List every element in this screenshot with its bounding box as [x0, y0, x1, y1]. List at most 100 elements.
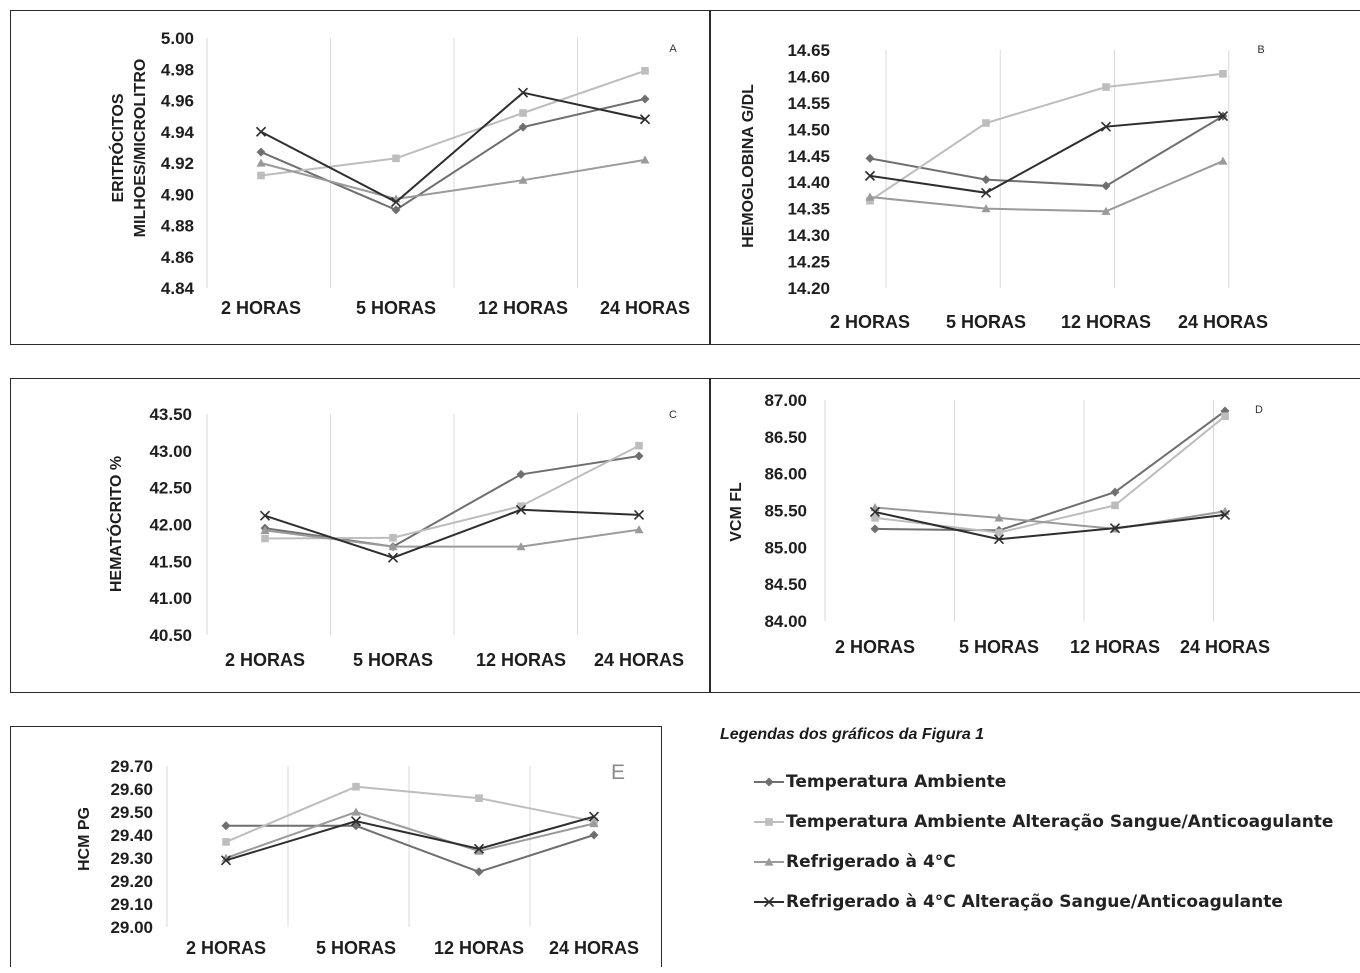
legend-swatch-x-icon — [754, 896, 784, 908]
legend-swatch-triangle-icon — [754, 857, 784, 866]
x-tick-label: 5 HORAS — [353, 650, 433, 670]
legend-swatch-marker — [764, 777, 774, 787]
series-line — [260, 91, 646, 204]
x-tick-label: 5 HORAS — [356, 298, 436, 318]
y-tick-label: 86.50 — [764, 428, 807, 447]
series-line — [260, 158, 646, 200]
data-point — [1219, 509, 1231, 520]
y-axis-label: VCM FL — [728, 482, 745, 542]
y-tick-label: 29.10 — [110, 895, 153, 914]
y-axis-label: HCM PG — [76, 807, 93, 871]
panel-letter-label: A — [669, 43, 677, 55]
y-tick-label: 14.40 — [787, 173, 830, 192]
data-point — [993, 534, 1005, 545]
data-point — [517, 502, 525, 510]
data-point — [390, 196, 402, 208]
series-line — [869, 160, 1224, 213]
data-point — [1100, 121, 1112, 132]
y-tick-label: 87.00 — [764, 391, 807, 410]
y-tick-label: 85.50 — [764, 502, 807, 521]
series-2 — [257, 67, 649, 180]
data-point — [351, 807, 361, 816]
data-point — [516, 469, 526, 479]
data-point — [474, 867, 484, 877]
series-4 — [255, 87, 651, 208]
x-tick-label: 12 HORAS — [1061, 312, 1151, 332]
chart-b-svg: 14.20 14.25 14.30 14.35 14.40 14.45 14.50 14.55… — [740, 41, 1268, 332]
y-tick-label: 4.88 — [161, 217, 194, 236]
y-tick-label: 4.94 — [161, 123, 195, 142]
data-point — [389, 533, 397, 542]
data-point — [640, 155, 650, 164]
y-axis-label: MILHOES/MICROLITRO — [132, 59, 149, 238]
data-point — [588, 811, 600, 822]
x-tick-label: 2 HORAS — [225, 650, 305, 670]
data-point — [871, 514, 879, 522]
series-3 — [221, 807, 599, 862]
series-3 — [865, 156, 1228, 215]
data-point — [351, 821, 361, 831]
data-point — [634, 451, 644, 461]
x-tick-label: 5 HORAS — [316, 938, 396, 958]
series-1 — [865, 111, 1228, 191]
chart-panel-e: 29.00 29.10 29.20 29.30 29.40 29.50 29.60 29.70… — [10, 726, 662, 967]
data-point — [260, 525, 270, 534]
data-point — [866, 196, 874, 205]
panel-letter-label: C — [669, 409, 677, 421]
y-tick-label: 43.00 — [149, 442, 192, 461]
data-point — [1101, 181, 1111, 191]
data-point — [221, 821, 231, 831]
y-tick-label: 29.70 — [110, 757, 153, 776]
series-4 — [259, 504, 645, 563]
series-line — [869, 115, 1224, 194]
data-point — [519, 109, 527, 117]
y-tick-label: 85.00 — [764, 538, 807, 557]
series-line — [264, 455, 640, 548]
x-tick-label: 12 HORAS — [476, 650, 566, 670]
series-line — [874, 415, 1226, 534]
series-line — [260, 97, 646, 212]
series-line — [225, 810, 595, 859]
chart-panel-b: 14.20 14.25 14.30 14.35 14.40 14.45 14.50 14.55… — [710, 10, 1360, 345]
y-tick-label: 14.30 — [787, 226, 830, 245]
data-point — [516, 542, 526, 551]
data-point — [256, 158, 266, 167]
series-3 — [260, 525, 644, 551]
y-tick-label: 84.00 — [764, 612, 807, 631]
series-line — [874, 410, 1226, 532]
data-point — [994, 513, 1004, 522]
y-tick-label: 4.86 — [161, 248, 194, 267]
legend-item-temperatura-ambiente-alteracao: Temperatura Ambiente Alteração Sangue/An… — [752, 802, 1352, 842]
data-point — [982, 119, 990, 127]
series-4 — [864, 111, 1229, 198]
y-tick-label: 14.25 — [787, 253, 830, 272]
y-tick-label: 29.20 — [110, 872, 153, 891]
series-line — [869, 115, 1224, 187]
data-point — [517, 87, 529, 98]
data-point — [473, 843, 485, 854]
legend-item-label: Temperatura Ambiente — [786, 772, 1007, 792]
series-2 — [871, 412, 1229, 537]
panel-letter-label: E — [611, 761, 625, 784]
chart-e-svg: 29.00 29.10 29.20 29.30 29.40 29.50 29.60 29.70… — [76, 757, 639, 958]
x-tick-label: 24 HORAS — [1180, 637, 1270, 657]
series-line — [264, 444, 640, 540]
data-point — [474, 846, 484, 855]
data-point — [980, 187, 992, 198]
series-1 — [256, 94, 650, 215]
x-tick-label: 2 HORAS — [221, 298, 301, 318]
y-tick-label: 41.00 — [149, 589, 192, 608]
y-tick-label: 42.00 — [149, 516, 192, 535]
data-point — [515, 504, 527, 515]
y-tick-label: 4.84 — [161, 279, 195, 298]
data-point — [518, 175, 528, 184]
x-tick-label: 12 HORAS — [478, 298, 568, 318]
series-line — [874, 510, 1226, 541]
y-axis-label: ERITRÓCITOS — [108, 93, 127, 202]
legend-swatch-marker — [763, 896, 775, 908]
y-tick-label: 29.50 — [110, 803, 153, 822]
data-point — [222, 838, 230, 846]
data-point — [981, 204, 991, 213]
chart-panel-d: 84.00 84.50 85.00 85.50 86.00 86.50 87.00 2 HOR… — [710, 378, 1360, 693]
legend-item-temperatura-ambiente: Temperatura Ambiente — [752, 762, 1352, 802]
